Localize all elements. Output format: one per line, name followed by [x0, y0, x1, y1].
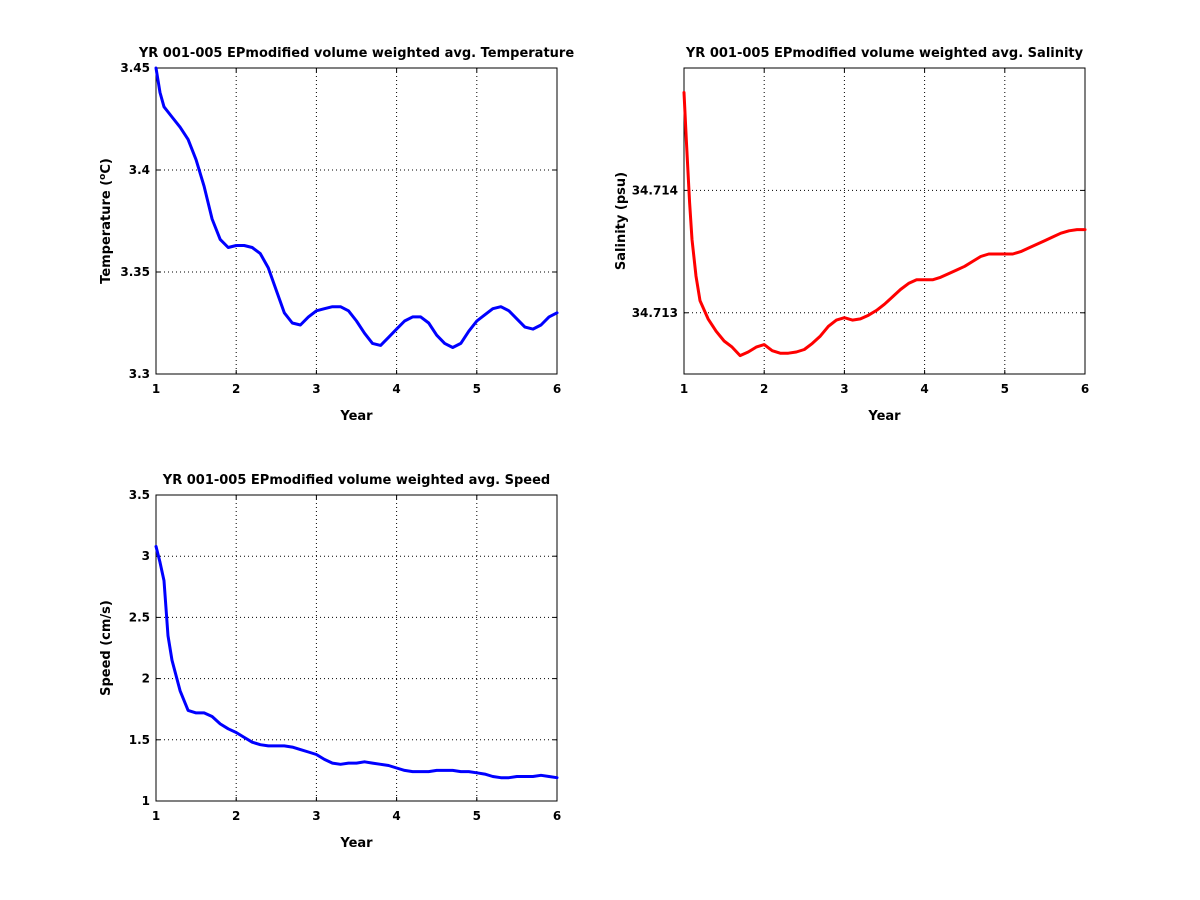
- x-tick-label: 2: [232, 382, 240, 396]
- y-axis-label: Salinity (psu): [614, 172, 629, 270]
- y-tick-label: 3: [142, 549, 150, 563]
- y-tick-label: 3.5: [129, 488, 150, 502]
- x-axis-label: Year: [339, 836, 373, 851]
- y-axis-label: Temperature (oC): [98, 158, 114, 284]
- x-tick-label: 3: [312, 382, 320, 396]
- temperature-series-line: [154, 66, 559, 349]
- x-tick-label: 1: [680, 382, 688, 396]
- x-tick-label: 3: [840, 382, 848, 396]
- y-tick-label: 3.35: [120, 265, 150, 279]
- axes-box: [683, 67, 1086, 375]
- x-tick-label: 2: [760, 382, 768, 396]
- x-axis-label: Year: [339, 409, 373, 424]
- x-tick-label: 6: [553, 382, 561, 396]
- x-tick-label: 6: [1081, 382, 1089, 396]
- plot-area: [156, 68, 557, 374]
- x-tick-label: 3: [312, 809, 320, 823]
- x-tick-label: 4: [392, 809, 400, 823]
- x-tick-label: 6: [553, 809, 561, 823]
- x-tick-label: 4: [392, 382, 400, 396]
- axes-box: [155, 67, 558, 375]
- chart-title: YR 001-005 EPmodified volume weighted av…: [162, 473, 550, 488]
- plot-area: [684, 68, 1085, 374]
- y-tick-label: 1.5: [129, 733, 150, 747]
- y-tick-label: 3.3: [129, 367, 150, 381]
- y-tick-label: 34.714: [632, 183, 678, 197]
- x-tick-label: 1: [152, 382, 160, 396]
- x-tick-label: 1: [152, 809, 160, 823]
- y-tick-label: 3.45: [120, 61, 150, 75]
- speed-chart: 1 2 3 4 5 6 1 1.5 2 2.5 3 3.5 YR 001-005 EPmodified …: [99, 473, 561, 851]
- speed-series-line: [154, 544, 559, 780]
- x-tick-label: 5: [473, 809, 481, 823]
- axes-box: [155, 494, 558, 802]
- x-tick-label: 4: [920, 382, 928, 396]
- y-axis-label: Speed (cm/s): [99, 600, 114, 696]
- plot-area: [156, 495, 557, 801]
- salinity-chart: 1 2 3 4 5 6 34.713 34.714 YR 001-005 EPmodified …: [614, 46, 1089, 424]
- salinity-series-line: [682, 91, 1087, 358]
- x-tick-label: 5: [1001, 382, 1009, 396]
- chart-title: YR 001-005 EPmodified volume weighted av…: [685, 46, 1084, 61]
- y-tick-label: 2.5: [129, 610, 150, 624]
- x-tick-label: 5: [473, 382, 481, 396]
- y-tick-label: 3.4: [129, 163, 150, 177]
- y-tick-label: 34.713: [632, 306, 678, 320]
- chart-title: YR 001-005 EPmodified volume weighted av…: [138, 46, 574, 61]
- x-axis-label: Year: [867, 409, 901, 424]
- x-tick-label: 2: [232, 809, 240, 823]
- y-tick-label: 1: [142, 794, 150, 808]
- y-tick-label: 2: [142, 672, 150, 686]
